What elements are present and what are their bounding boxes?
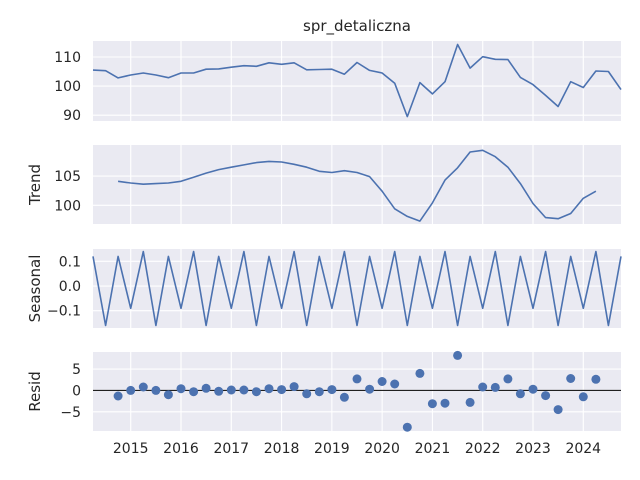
resid-point [427,399,437,409]
chart-title: spr_detaliczna [303,17,411,36]
y-tick-label: −0.1 [47,304,81,320]
resid-point [226,385,236,395]
y-axis-label: Resid [26,371,44,411]
resid-point [163,390,173,400]
resid-point [201,383,211,393]
resid-point [126,385,136,395]
resid-point [289,382,299,392]
y-axis-label: Seasonal [26,255,44,323]
x-tick-label: 2020 [364,441,400,457]
y-tick-label: 0 [72,383,81,399]
resid-point [277,385,287,395]
resid-point [327,385,337,395]
x-tick-label: 2017 [213,441,249,457]
plot-area [93,41,621,121]
resid-point [339,392,349,402]
x-tick-label: 2015 [113,441,149,457]
y-tick-label: 0.1 [59,254,81,270]
resid-point [415,368,425,378]
x-tick-label: 2018 [264,441,300,457]
resid-point [453,350,463,360]
resid-point [189,387,199,397]
panels: 90 100 110 100 105 Trend −0.1 0.0 0.1 Seasonal −5 0… [26,41,622,457]
y-tick-label: 110 [54,50,81,66]
resid-point [151,385,161,395]
resid-point [528,384,538,394]
panel-seasonal: −0.1 0.0 0.1 Seasonal [26,249,622,328]
panel-resid: −5 0 5 Resid [26,350,621,432]
resid-point [566,374,576,383]
resid-point [264,384,274,394]
x-tick-label: 2022 [465,441,501,457]
resid-point [365,384,375,394]
y-axis-label: Trend [26,164,44,206]
resid-point [352,374,362,384]
y-tick-label: 100 [54,79,81,95]
resid-point [541,391,551,401]
trend-line [117,149,597,222]
resid-point [490,382,500,392]
resid-point [176,384,186,394]
resid-point [591,374,601,384]
panel-observed: 90 100 110 [54,41,622,124]
resid-point [440,398,450,408]
y-tick-label: 100 [54,198,81,214]
observed-line [92,43,622,118]
x-tick-label: 2024 [565,441,601,457]
panel-trend: 100 105 Trend [26,145,621,224]
resid-point [390,379,400,389]
plot-area [93,352,621,431]
resid-point [302,389,312,399]
resid-point [553,405,563,415]
x-tick-label: 2019 [314,441,350,457]
resid-point [214,386,224,396]
resid-point [465,397,475,407]
resid-point [138,382,148,392]
seasonal-line [92,250,622,327]
resid-point [314,387,324,397]
x-tick-label: 2021 [415,441,451,457]
y-tick-label: −5 [60,405,81,421]
y-tick-label: 0.0 [59,279,81,295]
y-tick-label: 90 [63,108,81,124]
resid-point [578,392,588,402]
resid-point [239,385,249,395]
resid-point [503,374,513,384]
y-tick-label: 105 [54,169,81,185]
x-tick-label: 2016 [163,441,199,457]
resid-point [377,377,387,386]
y-tick-label: 5 [72,362,81,378]
resid-point [113,391,123,401]
x-axis: 2015 2016 2017 2018 2019 2020 2021 2022 2023 2024 [113,441,601,457]
resid-point [515,389,525,399]
x-tick-label: 2023 [515,441,551,457]
resid-point [251,387,261,397]
resid-point [478,382,488,392]
resid-point [402,422,412,432]
